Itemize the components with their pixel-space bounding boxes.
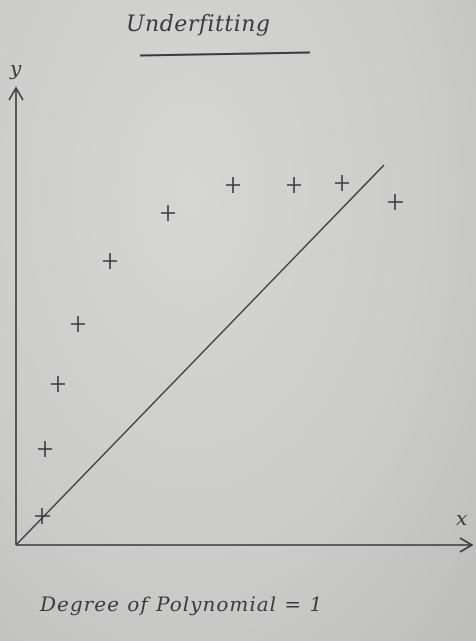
data-point [388, 194, 403, 210]
data-point [103, 253, 117, 269]
data-point [161, 205, 175, 221]
diagram-title: Underfitting [126, 12, 271, 37]
y-axis-arrow [8, 86, 24, 101]
polynomial-degree-caption: Degree of Polynomial = 1 [40, 592, 324, 616]
data-point [35, 508, 50, 524]
y-axis-label: y [10, 56, 22, 80]
x-axis-label: x [456, 506, 468, 530]
data-point [335, 175, 349, 191]
data-point [38, 441, 52, 457]
data-point [287, 177, 301, 193]
data-points [35, 175, 403, 524]
fitted-line [15, 164, 385, 546]
data-point [51, 376, 65, 392]
data-point [226, 177, 240, 193]
x-axis-arrow [459, 537, 474, 553]
data-point [71, 316, 85, 332]
